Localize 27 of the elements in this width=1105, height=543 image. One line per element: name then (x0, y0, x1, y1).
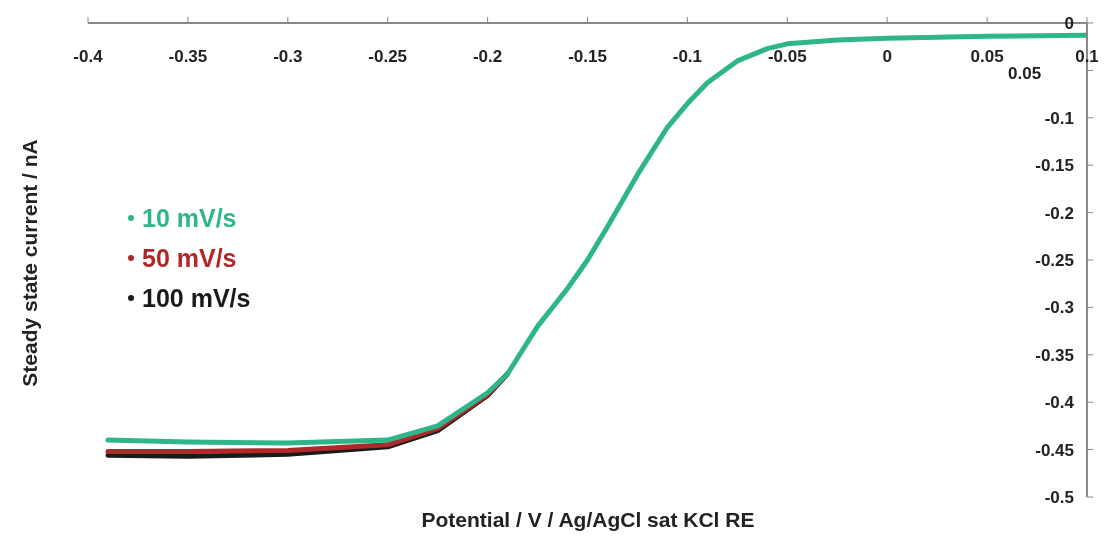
x-tick-label: -0.1 (672, 47, 703, 66)
y-tick-label: -0.5 (1044, 488, 1074, 507)
x-tick-label: 0.1 (1075, 47, 1099, 66)
x-tick-label: -0.25 (368, 47, 408, 66)
x-tick-label: 0.05 (970, 47, 1004, 66)
y-tick-label: -0.45 (1035, 440, 1074, 460)
y-tick-label: 0 (1064, 14, 1074, 33)
x-tick-label: 0 (882, 47, 892, 66)
legend-label: 50 mV/s (141, 243, 238, 274)
x-axis-title: Potential / V / Ag/AgCl sat KCl RE (420, 508, 756, 532)
x-tick-label: -0.3 (273, 47, 303, 66)
y-tick-label: -0.25 (1035, 251, 1074, 270)
x-tick-label: -0.15 (568, 47, 607, 66)
y-tick-label: -0.15 (1035, 156, 1074, 176)
y-tick-label: -0.1 (1044, 108, 1074, 128)
y-tick-label: -0.35 (1035, 345, 1074, 365)
y-tick-label: -0.2 (1044, 203, 1074, 223)
legend-label: 10 mV/s (141, 203, 238, 234)
x-tick-label: -0.4 (73, 47, 104, 66)
y-axis-title: Steady state current / nA (18, 139, 42, 387)
y-tick-label: -0.4 (1044, 393, 1075, 413)
y-tick-label: -0.3 (1044, 298, 1074, 318)
x-tick-label: -0.2 (472, 47, 503, 66)
annotation: 0.05 (1008, 64, 1042, 84)
legend-label: 100 mV/s (141, 283, 251, 314)
x-tick-label: -0.05 (767, 47, 807, 66)
x-tick-label: -0.35 (168, 47, 208, 66)
